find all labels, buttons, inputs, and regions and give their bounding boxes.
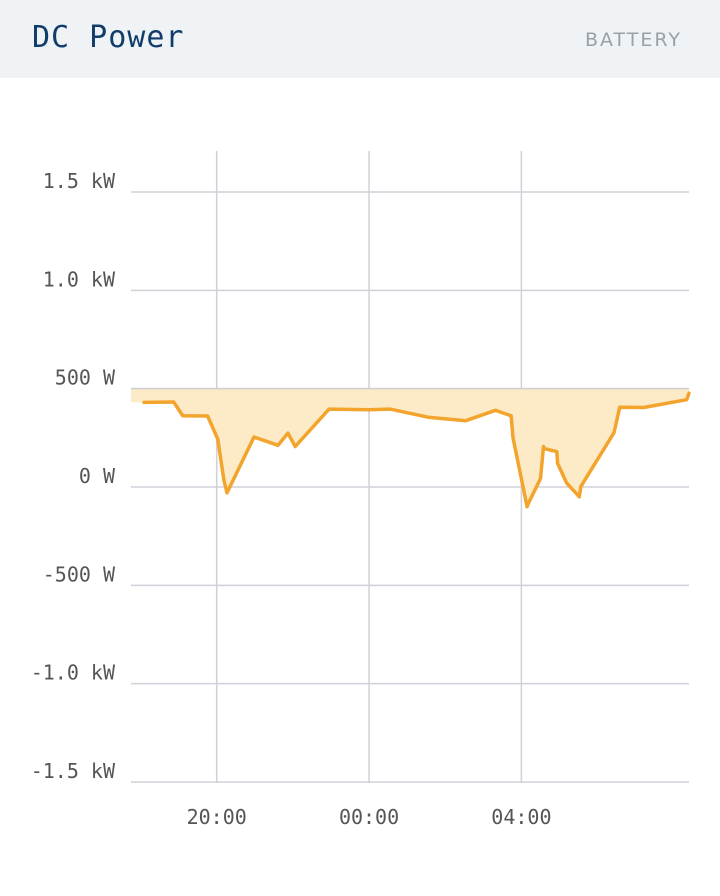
x-tick-label: 20:00 bbox=[187, 805, 247, 829]
x-tick-label: 00:00 bbox=[339, 805, 399, 829]
y-tick-label: 0 W bbox=[79, 464, 116, 488]
y-tick-label: 1.0 kW bbox=[43, 267, 116, 291]
y-tick-label: -1.0 kW bbox=[31, 661, 116, 685]
grid-layer bbox=[131, 151, 689, 783]
header-bar: DC Power BATTERY bbox=[0, 0, 720, 78]
series-line bbox=[142, 391, 691, 509]
x-tick-label: 04:00 bbox=[491, 805, 551, 829]
series-area bbox=[131, 388, 689, 507]
card-title: DC Power bbox=[32, 20, 185, 55]
dc-power-chart: 1.5 kW 1.0 kW 500 W 0 W -500 W -1.0 kW -1.5 kW… bbox=[31, 151, 691, 829]
card-subtitle: BATTERY bbox=[584, 29, 682, 51]
y-tick-label: -500 W bbox=[43, 562, 116, 586]
y-tick-label: -1.5 kW bbox=[31, 759, 116, 783]
y-tick-label: 500 W bbox=[55, 366, 116, 390]
area-layer bbox=[131, 387, 691, 509]
y-tick-label: 1.5 kW bbox=[43, 169, 116, 193]
label-layer: 1.5 kW 1.0 kW 500 W 0 W -500 W -1.0 kW -1.5 kW… bbox=[31, 169, 552, 829]
